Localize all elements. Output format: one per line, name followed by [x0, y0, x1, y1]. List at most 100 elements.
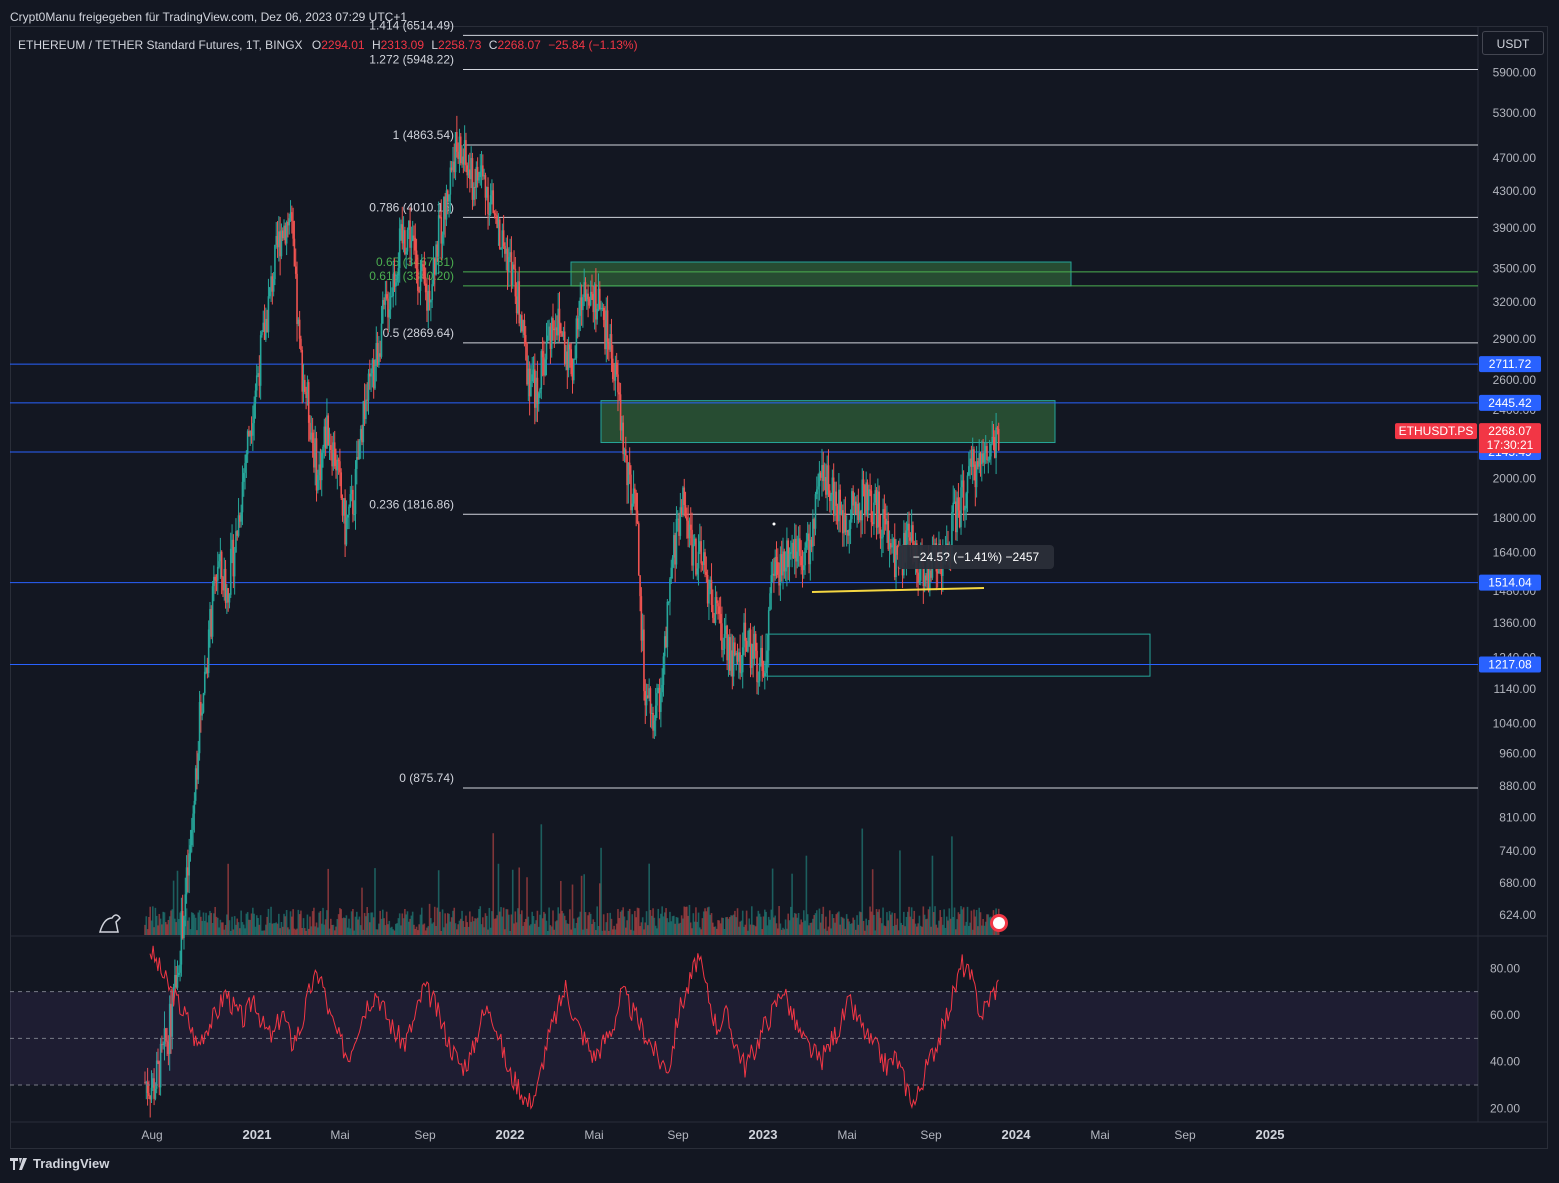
- candle-body: [268, 287, 271, 297]
- volume-bar: [319, 911, 322, 935]
- candle-body: [541, 351, 544, 358]
- volume-bar: [793, 912, 796, 935]
- candle-body: [378, 353, 380, 366]
- currency-button[interactable]: USDT: [1482, 31, 1544, 55]
- candle-body: [196, 768, 198, 780]
- time-axis-label: 2023: [749, 1127, 778, 1142]
- volume-bar: [678, 923, 680, 935]
- symbol-name[interactable]: ETHEREUM / TETHER Standard Futures, 1T, …: [18, 38, 303, 52]
- candle-body: [832, 477, 835, 516]
- symbol-legend[interactable]: ETHEREUM / TETHER Standard Futures, 1T, …: [18, 38, 642, 52]
- volume-bar: [770, 909, 773, 935]
- candle-body: [511, 264, 514, 286]
- candle-body: [688, 524, 691, 539]
- candle-body: [867, 489, 870, 511]
- supply-zone: [765, 633, 1151, 677]
- candle-body: [253, 403, 255, 424]
- candle-body: [324, 426, 327, 449]
- volume-bar: [465, 915, 467, 935]
- candle-body: [267, 296, 270, 333]
- candle-body: [335, 466, 337, 471]
- volume-bar: [866, 925, 869, 935]
- volume-bar: [361, 887, 363, 935]
- volume-bar: [562, 913, 565, 935]
- volume-bar: [686, 906, 688, 935]
- time-axis-label: 2021: [243, 1127, 272, 1142]
- candle-body: [381, 300, 384, 324]
- candle-body: [362, 401, 365, 443]
- rsi-tick-label: 60.00: [1490, 1008, 1520, 1022]
- volume-bar: [826, 930, 828, 935]
- volume-bar: [285, 909, 288, 935]
- price-tick-label: 624.00: [1499, 908, 1536, 922]
- volume-bar: [519, 914, 522, 935]
- fib-level-label: 1.272 (5948.22): [369, 52, 454, 66]
- volume-bar: [389, 927, 392, 935]
- candle-body: [496, 215, 498, 229]
- volume-bar: [771, 868, 774, 935]
- volume-bar: [224, 924, 227, 935]
- volume-bar: [736, 908, 739, 935]
- volume-bar: [414, 928, 417, 935]
- candle-body: [643, 629, 645, 692]
- volume-bar: [679, 922, 682, 935]
- volume-bar: [614, 929, 617, 935]
- volume-bar: [947, 920, 949, 935]
- volume-bar: [472, 921, 475, 935]
- volume-bar: [795, 913, 797, 935]
- candle-body: [701, 563, 704, 566]
- price-tag: [1479, 574, 1541, 591]
- candle-body: [337, 459, 340, 462]
- volume-bar: [184, 920, 187, 935]
- volume-bar: [879, 917, 882, 935]
- volume-bar: [843, 918, 845, 935]
- candle-body: [830, 494, 832, 502]
- candle-body: [393, 273, 396, 287]
- volume-bar: [535, 920, 537, 935]
- volume-bar: [540, 824, 543, 935]
- candle-body: [535, 377, 537, 408]
- candle-body: [463, 140, 466, 165]
- candle-body: [189, 845, 192, 854]
- price-tick-label: 960.00: [1499, 747, 1536, 761]
- candle-body: [792, 542, 795, 559]
- volume-bar: [779, 923, 782, 935]
- volume-bar: [284, 916, 287, 935]
- candle-body: [611, 358, 614, 380]
- tradingview-brand[interactable]: TradingView: [10, 1156, 109, 1171]
- high-value: 2313.09: [380, 38, 425, 52]
- candle-body: [997, 428, 1000, 451]
- candle-body: [531, 374, 534, 382]
- candle-body: [513, 264, 515, 269]
- candle-body: [487, 187, 489, 215]
- candle-body: [712, 604, 714, 618]
- candle-body: [767, 610, 770, 651]
- volume-bar: [848, 921, 851, 935]
- volume-bar: [732, 914, 735, 935]
- candle-body: [155, 1060, 158, 1089]
- candle-body: [392, 273, 394, 297]
- candle-body: [880, 537, 883, 539]
- candle-body: [578, 315, 580, 330]
- candle-body: [738, 652, 740, 662]
- volume-bar: [279, 928, 281, 935]
- candle-body: [805, 540, 808, 548]
- candle-body: [223, 568, 226, 591]
- volume-bar: [955, 929, 957, 935]
- volume-bar: [511, 869, 514, 935]
- candle-body: [519, 315, 522, 324]
- volume-bar: [448, 913, 450, 935]
- volume-bar: [739, 921, 741, 935]
- volume-bar: [740, 920, 743, 935]
- candle-body: [210, 609, 213, 637]
- candle-body: [743, 622, 745, 648]
- candle-body: [372, 359, 375, 389]
- volume-bar: [376, 929, 379, 935]
- volume-bar: [215, 916, 218, 935]
- volume-bar: [157, 925, 159, 935]
- volume-bar: [374, 868, 376, 935]
- volume-bar: [567, 923, 570, 935]
- candle-body: [323, 426, 326, 447]
- candle-body: [730, 650, 732, 671]
